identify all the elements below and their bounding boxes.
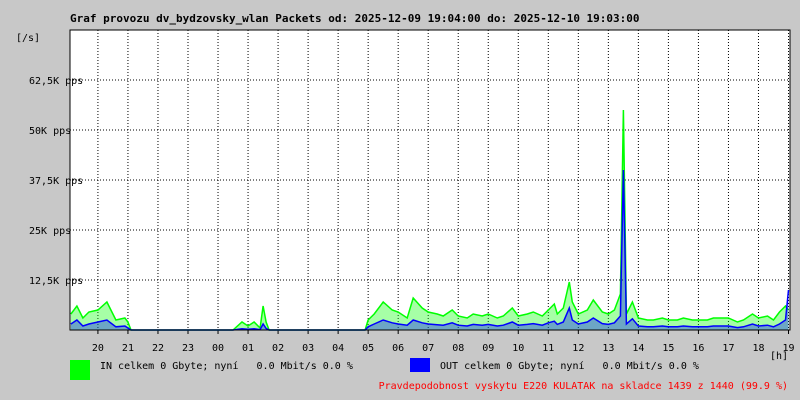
- x-tick-label: 05: [362, 343, 374, 354]
- x-tick-label: 18: [752, 343, 764, 354]
- legend-in-label: IN celkem 0 Gbyte; nyní 0.0 Mbit/s 0.0 %: [100, 361, 353, 372]
- x-tick-label: 07: [422, 343, 434, 354]
- chart-title: Graf provozu dv_bydzovsky_wlan Packets o…: [70, 12, 640, 25]
- x-tick-label: 23: [182, 343, 194, 354]
- x-tick-label: 12: [572, 343, 584, 354]
- y-tick-label: 37,5K pps: [29, 176, 83, 187]
- x-tick-label: 11: [542, 343, 554, 354]
- y-tick-label: 12,5K pps: [29, 276, 83, 287]
- x-tick-label: 22: [152, 343, 164, 354]
- x-tick-label: 04: [332, 343, 344, 354]
- probability-note: Pravdepodobnost vyskytu E220 KULATAK na …: [378, 381, 788, 392]
- x-tick-label: 00: [212, 343, 224, 354]
- x-tick-label: 01: [242, 343, 254, 354]
- x-tick-label: 17: [722, 343, 734, 354]
- grid: [70, 30, 790, 334]
- x-tick-label: 15: [662, 343, 674, 354]
- y-axis-unit-label: [/s]: [16, 33, 40, 44]
- y-tick-label: 25K pps: [29, 226, 71, 237]
- legend-in-swatch: [70, 360, 90, 380]
- y-tick-label: 62,5K pps: [29, 76, 83, 87]
- tick-labels: 12,5K pps 25K pps 37,5K pps 50K pps 62,5K pp…: [29, 76, 795, 354]
- x-tick-label: 14: [632, 343, 644, 354]
- x-tick-label: 02: [272, 343, 284, 354]
- plot-frame: [69, 29, 791, 331]
- x-tick-label: 10: [512, 343, 524, 354]
- legend-out-label: OUT celkem 0 Gbyte; nyní 0.0 Mbit/s 0.0 …: [440, 361, 699, 372]
- x-tick-label: 13: [602, 343, 614, 354]
- legend-out-swatch: [410, 358, 430, 372]
- x-tick-label: 03: [302, 343, 314, 354]
- x-axis-unit-label: [h]: [770, 351, 788, 362]
- x-tick-label: 19: [782, 343, 794, 354]
- x-tick-label: 16: [692, 343, 704, 354]
- x-tick-label: 08: [452, 343, 464, 354]
- y-tick-label: 50K pps: [29, 126, 71, 137]
- x-tick-label: 20: [92, 343, 104, 354]
- x-tick-label: 09: [482, 343, 494, 354]
- x-tick-label: 21: [122, 343, 134, 354]
- x-tick-label: 06: [392, 343, 404, 354]
